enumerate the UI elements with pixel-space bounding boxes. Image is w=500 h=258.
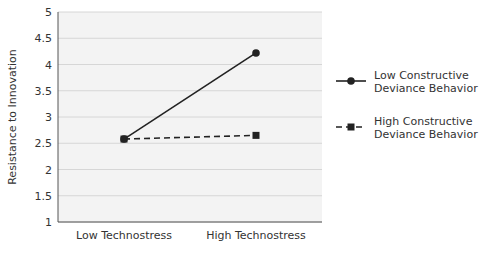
legend-label: Low ConstructiveDeviance Behavior [374,69,478,95]
plot-area [58,12,322,222]
y-axis-label: Resistance to Innovation [6,49,19,185]
y-tick-label: 1.5 [35,190,53,203]
series-line [124,53,256,139]
series-line [124,135,256,139]
y-tick-label: 3.5 [35,85,53,98]
legend: Low ConstructiveDeviance BehaviorHigh Co… [336,69,478,141]
series-marker [253,132,260,139]
x-axis-line [58,222,322,223]
y-tick-label: 5 [45,6,52,19]
series-group [120,49,260,143]
grid-line [58,169,322,170]
legend-label-line: High Constructive [374,115,473,128]
legend-marker [348,124,355,131]
grid-line [58,222,322,223]
grid-line [58,195,322,196]
grid-line [58,12,322,13]
grid-line [58,143,322,144]
y-axis-line [58,12,59,222]
series-marker [121,136,128,143]
x-tick-label: High Technostress [206,229,306,242]
chart-container: 1 1.5 2 2.5 3 3.5 4 4.5 5 Low Technostress High Te… [0,0,500,258]
legend-label-line: Deviance Behavior [374,82,478,95]
chart: 1 1.5 2 2.5 3 3.5 4 4.5 5 Low Technostress High Te… [0,0,500,258]
legend-label-line: Deviance Behavior [374,128,478,141]
grid-line [58,90,322,91]
y-tick-label: 1 [45,216,52,229]
grid-line [58,64,322,65]
y-tick-label: 4 [45,59,52,72]
legend-label-line: Low Constructive [374,69,469,82]
series-marker [120,135,128,143]
x-tick-label: Low Technostress [76,229,172,242]
legend-label: High ConstructiveDeviance Behavior [374,115,478,141]
grid-line [58,117,322,118]
y-tick-label: 3 [45,111,52,124]
grid-line [58,38,322,39]
series-marker [252,49,260,57]
y-tick-label: 2.5 [35,137,53,150]
legend-marker [347,77,355,85]
y-tick-label: 2 [45,164,52,177]
y-tick-label: 4.5 [35,32,53,45]
